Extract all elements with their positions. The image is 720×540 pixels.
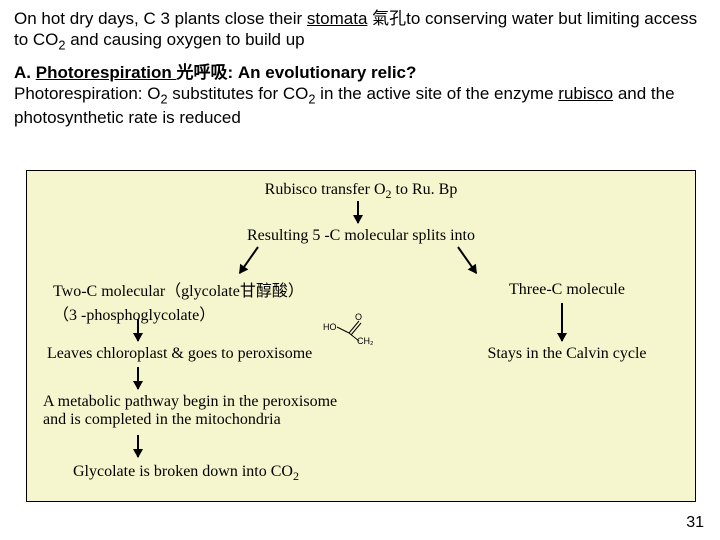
section-a-title-tail: : An evolutionary relic? bbox=[227, 63, 416, 82]
node-calvin: Stays in the Calvin cycle bbox=[447, 345, 687, 363]
photorespiration-diagram: Rubisco transfer O2 to Ru. Bp Resulting … bbox=[26, 170, 696, 502]
arrow-icon bbox=[137, 367, 139, 389]
metabolic-line2: and is completed in the mitochondria bbox=[43, 411, 281, 428]
line2-post: in the active site of the enzyme bbox=[315, 84, 558, 103]
node-peroxisome: Leaves chloroplast & goes to peroxisome bbox=[47, 345, 312, 363]
page-number: 31 bbox=[686, 514, 704, 532]
two-c-line1: Two-C molecular（glycolate甘醇酸） bbox=[53, 283, 304, 300]
line2-pre: Photorespiration: O bbox=[14, 84, 160, 103]
arrow-icon bbox=[561, 303, 563, 341]
intro-paragraph: On hot dry days, C 3 plants close their … bbox=[0, 0, 720, 58]
arrow-icon bbox=[137, 435, 139, 457]
section-a-title-cn: 光呼吸 bbox=[176, 63, 227, 82]
arrow-icon bbox=[457, 246, 477, 273]
arrow-icon bbox=[239, 246, 259, 273]
node-two-c: Two-C molecular（glycolate甘醇酸） （3 -phosph… bbox=[53, 277, 304, 325]
sub-2b: 2 bbox=[160, 91, 167, 106]
intro-text-1: On hot dry days, C 3 plants close their bbox=[14, 9, 307, 28]
section-a: A. Photorespiration 光呼吸: An evolutionary… bbox=[0, 58, 720, 135]
mol-bonds-icon bbox=[323, 313, 383, 359]
molecule-sketch: HO O CH₂ bbox=[323, 313, 383, 359]
node-metabolic: A metabolic pathway begin in the peroxis… bbox=[43, 393, 337, 429]
top-pre: Rubisco transfer O bbox=[265, 181, 386, 198]
rubisco-term: rubisco bbox=[558, 84, 613, 103]
stomata-cn: 氣孔 bbox=[367, 9, 406, 28]
glycolate-sub: 2 bbox=[293, 469, 299, 483]
node-rubisco-transfer: Rubisco transfer O2 to Ru. Bp bbox=[27, 181, 695, 202]
arrow-icon bbox=[357, 201, 359, 223]
node-split: Resulting 5 -C molecular splits into bbox=[27, 227, 695, 245]
section-a-title: Photorespiration bbox=[36, 63, 177, 82]
line2-mid: substitutes for CO bbox=[168, 84, 309, 103]
node-three-c: Three-C molecule bbox=[447, 281, 687, 299]
stomata-term: stomata bbox=[307, 9, 367, 28]
intro-text-3: and causing oxygen to build up bbox=[66, 30, 305, 49]
sub-2a: 2 bbox=[58, 38, 65, 53]
section-a-label: A. bbox=[14, 63, 36, 82]
metabolic-line1: A metabolic pathway begin in the peroxis… bbox=[43, 393, 337, 410]
glycolate-pre: Glycolate is broken down into CO bbox=[73, 463, 293, 480]
arrow-icon bbox=[137, 319, 139, 341]
two-c-line2: （3 -phosphoglycolate） bbox=[53, 307, 215, 324]
top-post: to Ru. Bp bbox=[392, 181, 458, 198]
node-glycolate-co2: Glycolate is broken down into CO2 bbox=[73, 463, 299, 484]
